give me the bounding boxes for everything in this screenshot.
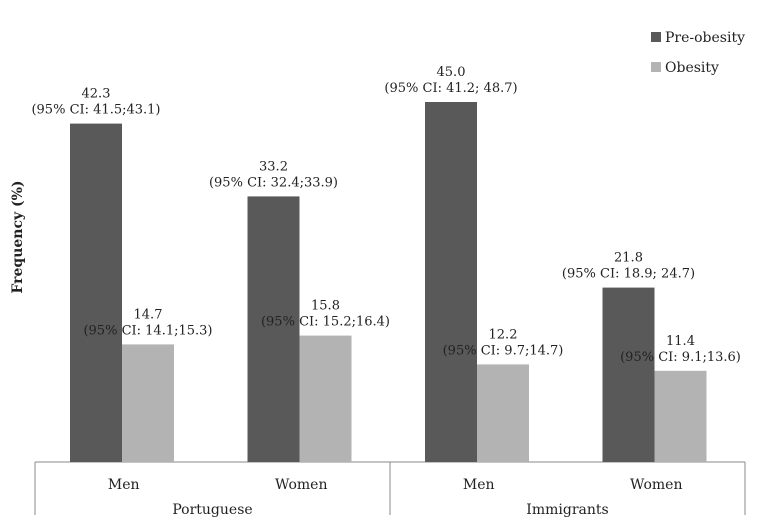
- bar: [70, 123, 122, 462]
- data-label: 33.2: [259, 159, 288, 174]
- ci-label: (95% CI: 18.9; 24.7): [562, 267, 695, 282]
- y-axis-label: Frequency (%): [10, 180, 26, 293]
- x-group-label: Portuguese: [172, 502, 252, 518]
- axes: Men Women Men Women Portuguese Immigrants: [34, 461, 746, 518]
- bar: [425, 102, 477, 462]
- bar: [654, 370, 707, 462]
- bar: [247, 196, 300, 462]
- ci-label: (95% CI: 32.4;33.9): [209, 175, 338, 190]
- ci-label: (95% CI: 15.2;16.4): [261, 315, 390, 330]
- bar: [299, 335, 352, 462]
- ci-label: (95% CI: 9.1;13.6): [620, 350, 741, 365]
- data-labels: 42.3(95% CI: 41.5;43.1) 33.2(95% CI: 32.4…: [31, 65, 740, 365]
- data-label: 14.7: [134, 307, 163, 322]
- data-label: 15.8: [311, 299, 340, 314]
- legend-swatch: [651, 62, 661, 72]
- bar: [602, 287, 655, 462]
- x-group-label: Immigrants: [526, 502, 608, 518]
- x-tick-label: Men: [463, 477, 495, 493]
- data-label: 12.2: [489, 327, 518, 342]
- legend-label: Obesity: [665, 60, 719, 76]
- data-label: 21.8: [614, 251, 643, 266]
- data-label: 11.4: [666, 334, 695, 349]
- bar: [122, 344, 174, 462]
- ci-label: (95% CI: 41.2; 48.7): [384, 81, 517, 96]
- ci-label: (95% CI: 41.5;43.1): [31, 103, 160, 118]
- data-label: 42.3: [82, 87, 111, 102]
- legend: Pre-obesity Obesity: [651, 30, 745, 76]
- x-tick-label: Women: [630, 477, 682, 493]
- x-tick-label: Men: [108, 477, 140, 493]
- ci-label: (95% CI: 14.1;15.3): [83, 323, 212, 338]
- bars: [70, 102, 707, 462]
- x-tick-label: Women: [275, 477, 327, 493]
- bar: [477, 364, 529, 462]
- data-label: 45.0: [437, 65, 466, 80]
- legend-swatch: [651, 32, 661, 42]
- legend-label: Pre-obesity: [665, 30, 745, 46]
- ci-label: (95% CI: 9.7;14.7): [443, 343, 564, 358]
